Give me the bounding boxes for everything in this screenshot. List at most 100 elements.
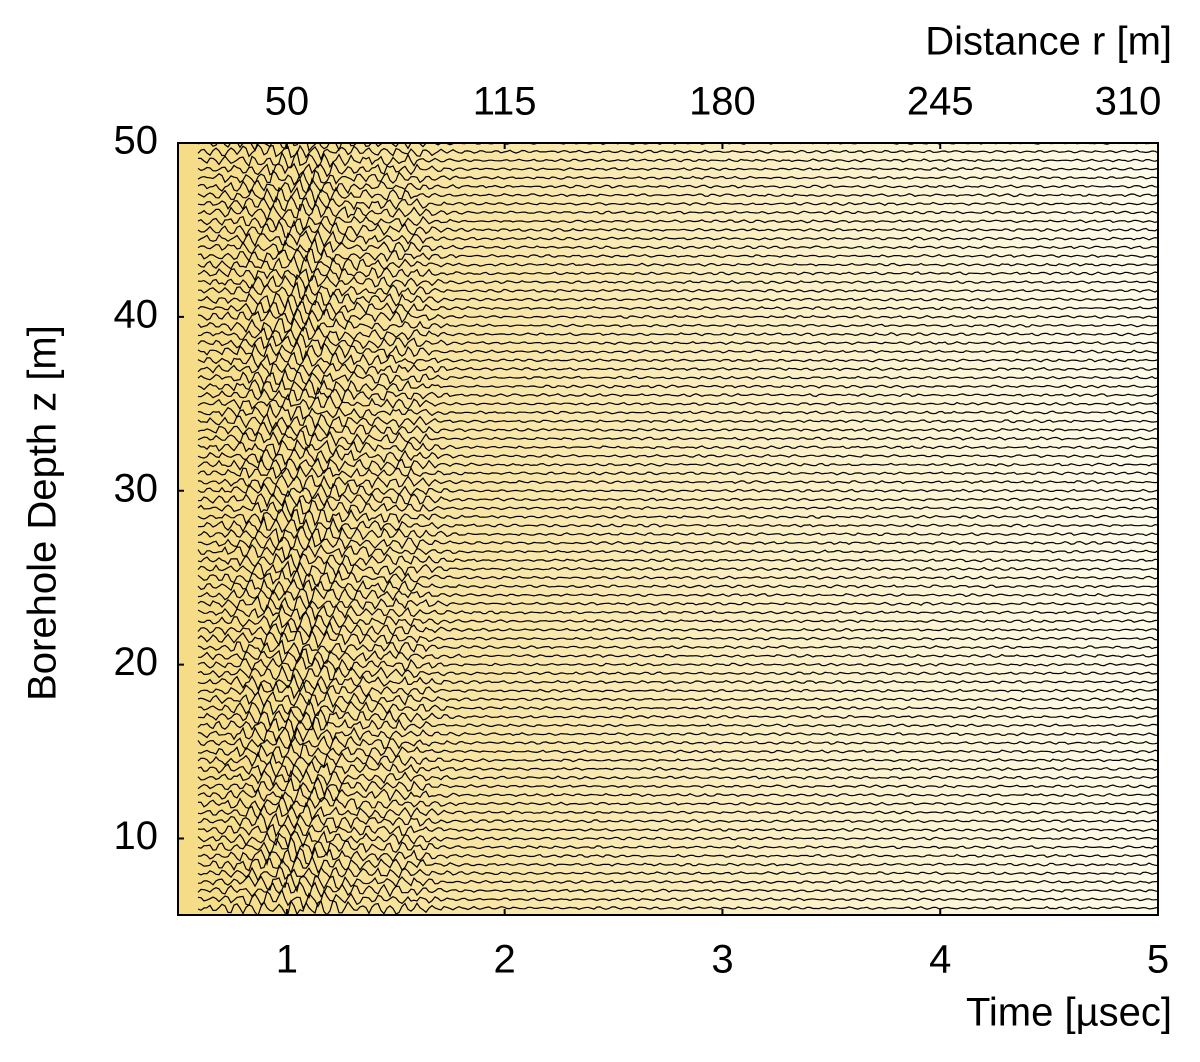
trace	[197, 386, 1158, 404]
x-tick-label: 5	[1147, 938, 1169, 982]
trace	[197, 273, 1158, 294]
trace	[197, 768, 1158, 787]
x-tick-label: 1	[276, 938, 298, 982]
trace	[197, 715, 1158, 736]
trace	[197, 161, 1158, 180]
y-tick-label: 50	[114, 119, 159, 163]
trace	[197, 874, 1158, 893]
trace	[197, 184, 1158, 205]
y-tick-label: 20	[114, 640, 159, 684]
trace	[197, 664, 1158, 683]
trace	[197, 698, 1158, 718]
trace	[197, 595, 1158, 613]
trace	[197, 177, 1158, 195]
y-axis-label: Borehole Depth z [m]	[21, 325, 65, 701]
trace	[197, 846, 1158, 866]
trace	[197, 237, 1158, 257]
trace	[197, 544, 1158, 561]
y-tick-label: 30	[114, 466, 159, 510]
trace	[197, 489, 1158, 509]
trace	[197, 629, 1158, 649]
trace	[197, 169, 1158, 187]
trace	[197, 454, 1158, 476]
trace	[197, 215, 1158, 232]
trace	[197, 741, 1158, 760]
trace	[197, 296, 1158, 319]
trace	[197, 611, 1158, 633]
trace	[197, 482, 1158, 500]
trace	[197, 760, 1158, 779]
trace	[197, 559, 1158, 579]
trace	[197, 577, 1158, 596]
trace	[197, 246, 1158, 264]
trace	[197, 445, 1158, 466]
y-tick-label: 10	[114, 814, 159, 858]
trace	[197, 508, 1158, 527]
trace	[197, 566, 1158, 589]
trace	[197, 316, 1158, 335]
trace	[197, 812, 1158, 832]
x2-tick-label: 50	[265, 80, 310, 124]
trace	[197, 474, 1158, 493]
trace	[197, 639, 1158, 658]
trace	[198, 515, 1158, 536]
trace	[197, 229, 1158, 248]
trace	[197, 219, 1158, 238]
trace	[197, 367, 1158, 387]
plot-frame	[177, 142, 1159, 916]
trace	[197, 603, 1158, 622]
trace	[197, 532, 1158, 551]
trace	[197, 498, 1158, 518]
trace	[198, 648, 1158, 666]
trace	[197, 254, 1158, 276]
trace	[197, 202, 1158, 223]
x-axis-label: Time [µsec]	[966, 991, 1172, 1035]
trace	[197, 143, 1158, 161]
trace	[198, 281, 1158, 301]
trace	[197, 324, 1158, 344]
x2-tick-label: 310	[1095, 80, 1162, 124]
trace	[197, 194, 1158, 212]
trace	[197, 723, 1158, 745]
trace	[197, 332, 1158, 351]
trace	[197, 526, 1158, 544]
x2-tick-label: 115	[473, 80, 537, 124]
trace	[197, 307, 1158, 326]
trace	[197, 421, 1158, 438]
trace	[197, 340, 1158, 363]
trace	[197, 783, 1158, 806]
trace	[197, 881, 1158, 899]
trace	[197, 888, 1158, 910]
x-tick-label: 2	[494, 938, 516, 982]
trace	[197, 899, 1158, 915]
trace	[197, 821, 1158, 838]
trace	[197, 585, 1158, 606]
x2-tick-label: 180	[689, 80, 756, 124]
trace	[197, 830, 1158, 851]
trace	[197, 412, 1158, 432]
trace	[197, 393, 1158, 411]
trace	[197, 707, 1158, 728]
trace	[197, 864, 1158, 882]
trace	[197, 552, 1158, 572]
x-tick-label: 4	[929, 938, 951, 982]
trace	[198, 149, 1158, 169]
x2-tick-label: 245	[907, 80, 974, 124]
x2-axis-label: Distance r [m]	[925, 20, 1172, 64]
trace	[197, 376, 1158, 396]
trace	[197, 801, 1158, 821]
trace	[197, 750, 1158, 768]
trace	[197, 679, 1158, 700]
trace	[197, 835, 1158, 859]
trace	[197, 654, 1158, 674]
trace	[197, 349, 1158, 369]
x-tick-label: 3	[711, 938, 733, 982]
trace	[197, 438, 1158, 458]
y-tick-label: 40	[114, 292, 159, 336]
plot-background	[178, 143, 1158, 915]
trace	[197, 776, 1158, 797]
trace	[197, 854, 1158, 875]
trace	[197, 362, 1158, 378]
trace	[197, 673, 1158, 694]
